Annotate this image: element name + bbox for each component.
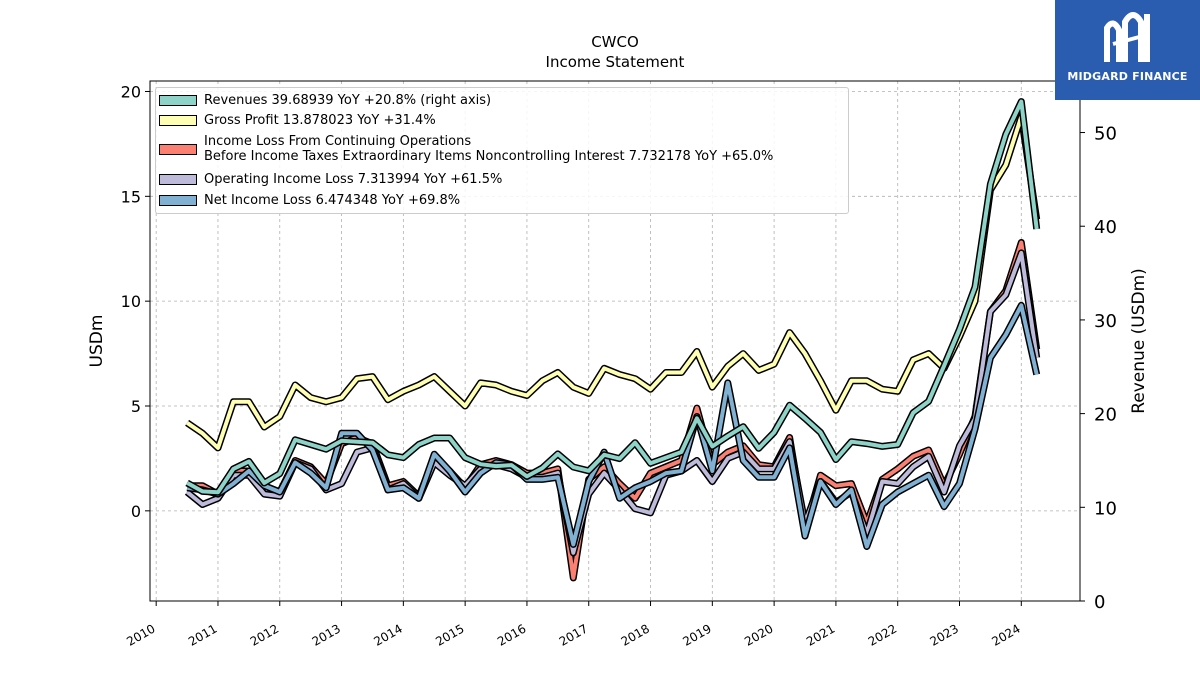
chart-title: CWCO <box>591 33 639 51</box>
chart-subtitle: Income Statement <box>546 53 685 71</box>
y2-tick-label-4: 40 <box>1094 217 1117 238</box>
brand-logo: MIDGARD FINANCE <box>1055 0 1200 100</box>
legend: Revenues 39.68939 YoY +20.8% (right axis… <box>155 87 849 214</box>
brand-logo-icon <box>1104 12 1150 62</box>
y2-tick-label-0: 0 <box>1094 592 1105 613</box>
legend-item-net-income: Net Income Loss 6.474348 YoY +69.8% <box>159 193 460 208</box>
legend-swatch-revenues <box>159 95 197 106</box>
legend-label-revenues: Revenues 39.68939 YoY +20.8% (right axis… <box>204 93 492 108</box>
legend-item-gross-profit: Gross Profit 13.878023 YoY +31.4% <box>159 113 436 128</box>
x-tick-label-6: 2016 <box>495 621 528 648</box>
y-tick-label-0: 0 <box>131 502 141 521</box>
y2-tick-label-2: 20 <box>1094 405 1117 426</box>
series-line-0 <box>186 99 1039 495</box>
y-tick-label-2: 10 <box>121 292 141 311</box>
x-tick-label-12: 2022 <box>866 621 899 648</box>
y2-tick-label-5: 50 <box>1094 124 1117 145</box>
x-tick-label-8: 2018 <box>619 621 652 648</box>
series-outline-2 <box>187 239 1041 582</box>
x-tick-label-7: 2017 <box>557 621 590 648</box>
legend-label-pretax-income: Income Loss From Continuing Operations B… <box>204 134 774 164</box>
y-axis-label: USDm <box>87 315 107 368</box>
x-tick-label-11: 2021 <box>804 621 837 648</box>
x-tick-label-10: 2020 <box>742 621 775 648</box>
legend-label-gross-profit: Gross Profit 13.878023 YoY +31.4% <box>204 113 436 128</box>
y-tick-label-1: 5 <box>131 397 141 416</box>
y-tick-label-4: 20 <box>121 82 141 101</box>
brand-name: MIDGARD FINANCE <box>1067 70 1188 83</box>
legend-swatch-pretax-income <box>159 143 197 155</box>
x-tick-label-5: 2015 <box>433 621 466 648</box>
legend-swatch-operating-income <box>159 174 197 185</box>
legend-item-pretax-income: Income Loss From Continuing Operations B… <box>159 134 773 164</box>
x-tick-label-4: 2014 <box>371 621 404 648</box>
legend-item-revenues: Revenues 39.68939 YoY +20.8% (right axis… <box>159 93 491 108</box>
series-line-1 <box>185 114 1039 450</box>
y2-tick-label-1: 10 <box>1094 498 1117 519</box>
y2-axis-label: Revenue (USDm) <box>1129 268 1149 414</box>
series-group <box>184 98 1041 582</box>
x-tick-label-0: 2010 <box>124 621 157 648</box>
plot-frame <box>149 80 1081 602</box>
x-tick-label-1: 2011 <box>186 621 219 648</box>
legend-label-net-income: Net Income Loss 6.474348 YoY +69.8% <box>204 193 461 208</box>
series-outline-3 <box>184 249 1041 557</box>
y-tick-label-3: 15 <box>121 187 141 206</box>
y2-tick-label-3: 30 <box>1094 311 1117 332</box>
x-tick-label-2: 2012 <box>248 621 281 648</box>
legend-swatch-gross-profit <box>159 115 197 126</box>
legend-item-operating-income: Operating Income Loss 7.313994 YoY +61.5… <box>159 172 502 187</box>
x-tick-label-13: 2023 <box>928 621 961 648</box>
legend-label-operating-income: Operating Income Loss 7.313994 YoY +61.5… <box>204 172 503 187</box>
legend-swatch-net-income <box>159 195 197 206</box>
x-tick-label-3: 2013 <box>310 621 343 648</box>
x-tick-label-14: 2024 <box>989 621 1022 648</box>
series-line-2 <box>187 240 1039 580</box>
series-line-4 <box>186 303 1039 549</box>
x-tick-label-9: 2019 <box>680 621 713 648</box>
series-line-3 <box>185 250 1039 555</box>
